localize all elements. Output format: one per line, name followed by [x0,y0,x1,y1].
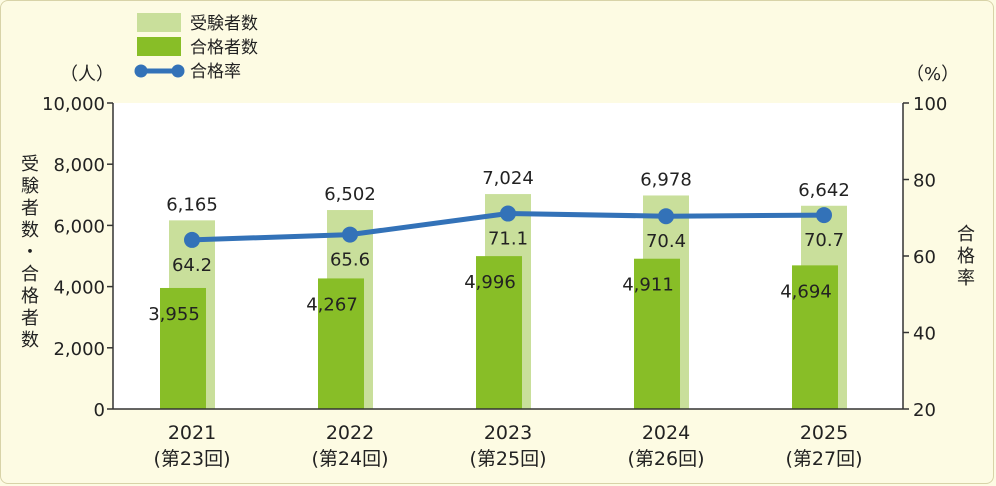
left-axis-title-char: 数 [21,220,39,241]
left-tick-label: 6,000 [53,216,105,237]
legend-label-applicants: 受験者数 [190,14,258,34]
passers-value-label: 3,955 [148,304,200,325]
rate-value-label: 70.7 [804,230,844,251]
right-axis-title-char: 率 [957,268,975,289]
passers-value-label: 4,694 [780,281,832,302]
bar-passers [634,258,680,409]
right-tick-label: 80 [913,171,936,192]
passers-value-label: 4,267 [306,294,358,315]
left-tick-label: 2,000 [53,339,105,360]
x-tick-label: 2022 [326,422,374,444]
x-tick-sublabel: (第27回) [785,448,862,470]
legend-label-rate: 合格率 [190,62,241,82]
x-tick-sublabel: (第25回) [469,448,546,470]
right-axis-title-char: 合 [957,224,975,245]
rate-marker [342,226,358,243]
right-tick-label: 100 [913,94,947,115]
x-tick-sublabel: (第24回) [311,448,388,470]
legend-swatch-passers [137,37,181,56]
left-axis-title-char: 者 [21,308,39,329]
legend-marker-rate [134,64,148,78]
rate-value-label: 70.4 [646,231,686,252]
left-axis-title-char: 数 [21,330,39,351]
left-tick-label: 0 [94,400,105,421]
legend-label-passers: 合格者数 [190,38,258,58]
x-tick-label: 2023 [484,422,532,444]
left-axis-title-char: 験 [21,176,39,197]
rate-marker [658,208,674,225]
left-axis-title-char: 者 [21,198,39,219]
applicants-value-label: 7,024 [482,168,534,189]
right-axis-unit: （%） [906,64,959,85]
left-tick-label: 10,000 [42,94,105,115]
applicants-value-label: 6,165 [166,194,218,215]
right-tick-label: 60 [913,247,936,268]
bar-passers [476,256,522,409]
passers-value-label: 4,996 [464,272,516,293]
left-tick-label: 4,000 [53,278,105,299]
rate-value-label: 65.6 [330,250,370,271]
left-axis-title-char: ・ [21,242,39,263]
applicants-value-label: 6,502 [324,184,376,205]
legend-marker-rate [171,64,185,78]
bar-passers [792,265,838,409]
applicants-value-label: 6,642 [798,180,850,201]
left-axis-unit: （人） [60,64,114,85]
right-tick-label: 20 [913,400,936,421]
bar-passers [160,287,206,409]
x-tick-sublabel: (第23回) [153,448,230,470]
legend-swatch-applicants [137,13,181,32]
left-axis-title-char: 格 [21,286,39,307]
x-tick-label: 2021 [168,422,216,444]
rate-marker [184,231,200,248]
right-tick-label: 40 [913,324,936,345]
left-axis-title-char: 合 [21,264,39,285]
right-axis-title-char: 格 [957,246,975,267]
applicants-value-label: 6,978 [640,169,692,190]
x-tick-label: 2024 [642,422,690,444]
x-tick-label: 2025 [800,422,848,444]
left-axis-title-char: 受 [21,154,39,175]
left-tick-label: 8,000 [53,155,105,176]
rate-marker [816,207,832,224]
bar-passers [318,278,364,409]
rate-value-label: 64.2 [172,255,212,276]
x-tick-sublabel: (第26回) [627,448,704,470]
passers-value-label: 4,911 [622,275,674,296]
rate-marker [500,205,516,222]
rate-value-label: 71.1 [488,229,528,250]
